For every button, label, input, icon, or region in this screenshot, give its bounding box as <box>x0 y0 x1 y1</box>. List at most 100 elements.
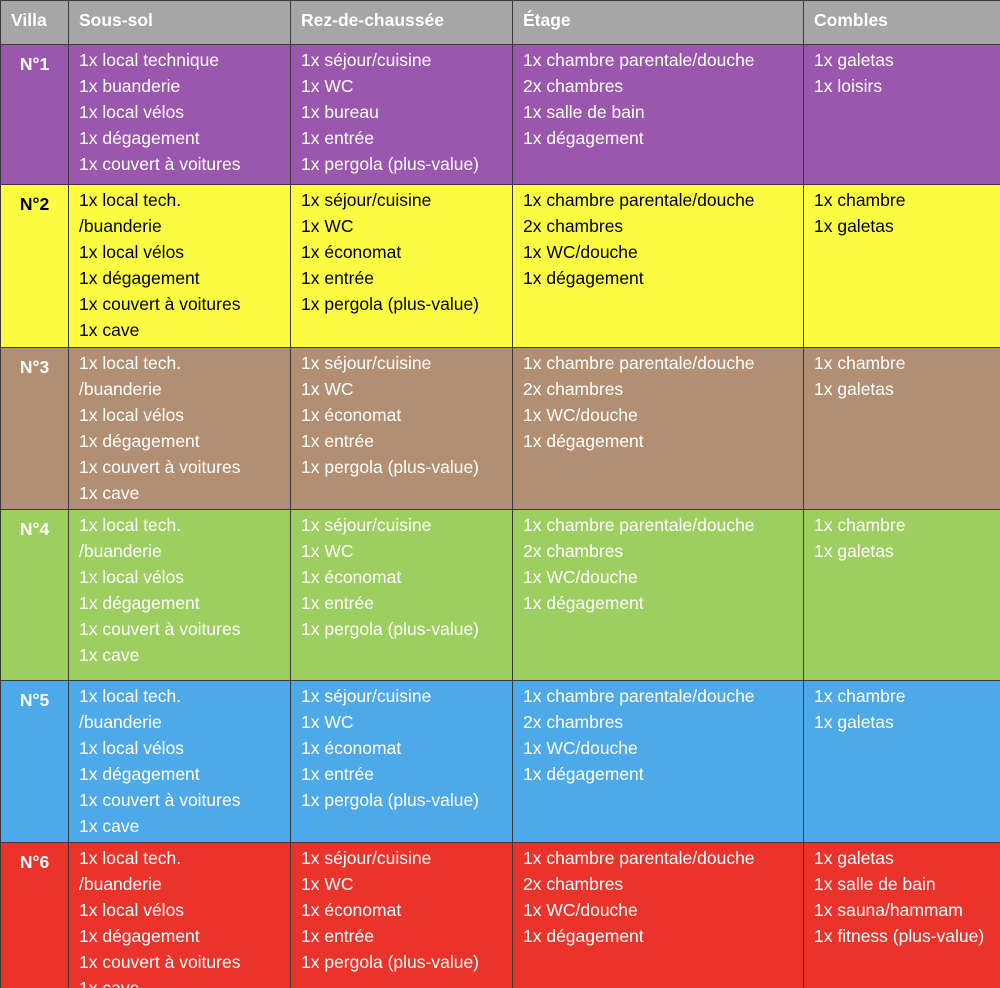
room-line: 1x couvert à voitures <box>79 294 241 314</box>
room-cell: 1x séjour/cuisine 1x WC 1x bureau 1x entrée… <box>290 44 513 185</box>
room-cell: 1x séjour/cuisine 1x WC 1x économat 1x entr… <box>290 347 513 510</box>
room-line: 1x galetas <box>814 50 894 70</box>
room-line: 1x sauna/hammam <box>814 900 963 920</box>
room-line: 1x séjour/cuisine <box>301 848 432 868</box>
room-line: 1x dégagement <box>79 128 200 148</box>
column-header: Rez-de-chaussée <box>290 0 513 45</box>
room-line: 1x chambre parentale/douche <box>523 848 755 868</box>
room-line: 1x dégagement <box>523 431 644 451</box>
room-line: 1x chambre <box>814 190 906 210</box>
room-line: 2x chambres <box>523 874 624 894</box>
room-line: 1x dégagement <box>79 431 200 451</box>
room-line: 1x chambre parentale/douche <box>523 190 755 210</box>
villa-cell: N°5 <box>0 680 69 843</box>
room-line: 1x chambre parentale/douche <box>523 50 755 70</box>
villa-row: N°5 1x local tech. /buanderie 1x local vélo… <box>0 680 1000 843</box>
villa-cell: N°4 <box>0 509 69 681</box>
room-line: 2x chambres <box>523 541 624 561</box>
villa-row: N°4 1x local tech. /buanderie 1x local vélo… <box>0 509 1000 681</box>
room-line: 1x salle de bain <box>814 874 936 894</box>
room-line: 1x local tech. <box>79 515 182 535</box>
room-line: 1x dégagement <box>79 268 200 288</box>
room-line: 1x économat <box>301 738 402 758</box>
room-line: 1x chambre parentale/douche <box>523 515 755 535</box>
room-cell: 1x local tech. /buanderie 1x local vélos 1x… <box>68 509 291 681</box>
room-line: 1x local vélos <box>79 242 185 262</box>
room-line: 1x dégagement <box>523 593 644 613</box>
room-line: 1x entrée <box>301 268 374 288</box>
column-header: Combles <box>803 0 1000 45</box>
room-line: 1x cave <box>79 320 140 340</box>
room-line: 1x galetas <box>814 216 894 236</box>
room-line: 1x économat <box>301 242 402 262</box>
villa-cell: N°6 <box>0 842 69 988</box>
room-line: 1x dégagement <box>523 764 644 784</box>
room-cell: 1x chambre parentale/douche 2x chambres 1x… <box>512 184 804 348</box>
villa-row: N°6 1x local tech. /buanderie 1x local vélo… <box>0 842 1000 988</box>
room-line: 1x entrée <box>301 764 374 784</box>
room-cell: 1x chambre 1x galetas <box>803 509 1000 681</box>
room-line: 1x local tech. <box>79 190 182 210</box>
room-line: 1x dégagement <box>79 593 200 613</box>
room-line: 1x pergola (plus-value) <box>301 619 480 639</box>
room-line: 1x chambre <box>814 353 906 373</box>
room-line: /buanderie <box>79 216 162 236</box>
villa-cell: N°1 <box>0 44 69 185</box>
room-line: 1x local vélos <box>79 102 185 122</box>
room-line: 1x chambre parentale/douche <box>523 353 755 373</box>
room-line: 1x couvert à voitures <box>79 619 241 639</box>
room-cell: 1x local tech. /buanderie 1x local vélos 1x… <box>68 184 291 348</box>
room-line: 1x entrée <box>301 431 374 451</box>
room-line: 1x local vélos <box>79 738 185 758</box>
room-line: 1x WC <box>301 379 354 399</box>
room-line: 1x chambre <box>814 515 906 535</box>
villa-cell: N°3 <box>0 347 69 510</box>
room-line: 1x couvert à voitures <box>79 790 241 810</box>
room-line: 2x chambres <box>523 216 624 236</box>
room-line: 1x galetas <box>814 379 894 399</box>
room-cell: 1x chambre parentale/douche 2x chambres 1x… <box>512 509 804 681</box>
room-line: 1x dégagement <box>523 926 644 946</box>
header-row: Villa Sous-sol Rez-de-chaussée Étage Combles <box>0 0 1000 45</box>
room-line: 1x buanderie <box>79 76 181 96</box>
room-cell: 1x chambre parentale/douche 2x chambres 1x… <box>512 347 804 510</box>
room-line: 1x galetas <box>814 541 894 561</box>
room-line: 1x entrée <box>301 128 374 148</box>
room-line: 1x local tech. <box>79 686 182 706</box>
room-line: 1x chambre <box>814 686 906 706</box>
room-line: 1x WC <box>301 874 354 894</box>
room-line: 1x pergola (plus-value) <box>301 154 480 174</box>
room-cell: 1x local technique 1x buanderie 1x local v… <box>68 44 291 185</box>
room-line: 1x économat <box>301 900 402 920</box>
room-cell: 1x galetas 1x loisirs <box>803 44 1000 185</box>
room-cell: 1x chambre parentale/douche 2x chambres 1x… <box>512 44 804 185</box>
room-line: 1x pergola (plus-value) <box>301 952 480 972</box>
room-line: 1x WC/douche <box>523 900 638 920</box>
room-cell: 1x local tech. /buanderie 1x local vélos 1x… <box>68 347 291 510</box>
room-line: 1x dégagement <box>79 764 200 784</box>
room-line: 1x fitness (plus-value) <box>814 926 985 946</box>
column-header: Étage <box>512 0 804 45</box>
room-cell: 1x chambre 1x galetas <box>803 680 1000 843</box>
room-line: 1x WC <box>301 712 354 732</box>
room-line: 1x WC <box>301 216 354 236</box>
room-line: 1x WC/douche <box>523 242 638 262</box>
villa-row: N°3 1x local tech. /buanderie 1x local vélo… <box>0 347 1000 510</box>
column-header: Villa <box>0 0 69 45</box>
room-line: 1x couvert à voitures <box>79 457 241 477</box>
column-header: Sous-sol <box>68 0 291 45</box>
room-cell: 1x séjour/cuisine 1x WC 1x économat 1x entr… <box>290 680 513 843</box>
room-cell: 1x chambre 1x galetas <box>803 184 1000 348</box>
room-line: 1x salle de bain <box>523 102 645 122</box>
room-line: 1x entrée <box>301 926 374 946</box>
room-cell: 1x galetas 1x salle de bain 1x sauna/hamma… <box>803 842 1000 988</box>
room-line: 1x entrée <box>301 593 374 613</box>
room-line: 1x couvert à voitures <box>79 952 241 972</box>
room-line: 1x WC <box>301 541 354 561</box>
room-line: 1x local technique <box>79 50 220 70</box>
room-cell: 1x chambre parentale/douche 2x chambres 1x… <box>512 842 804 988</box>
table-body: N°1 1x local technique 1x buanderie 1x loca… <box>0 44 1000 988</box>
room-line: 1x séjour/cuisine <box>301 190 432 210</box>
